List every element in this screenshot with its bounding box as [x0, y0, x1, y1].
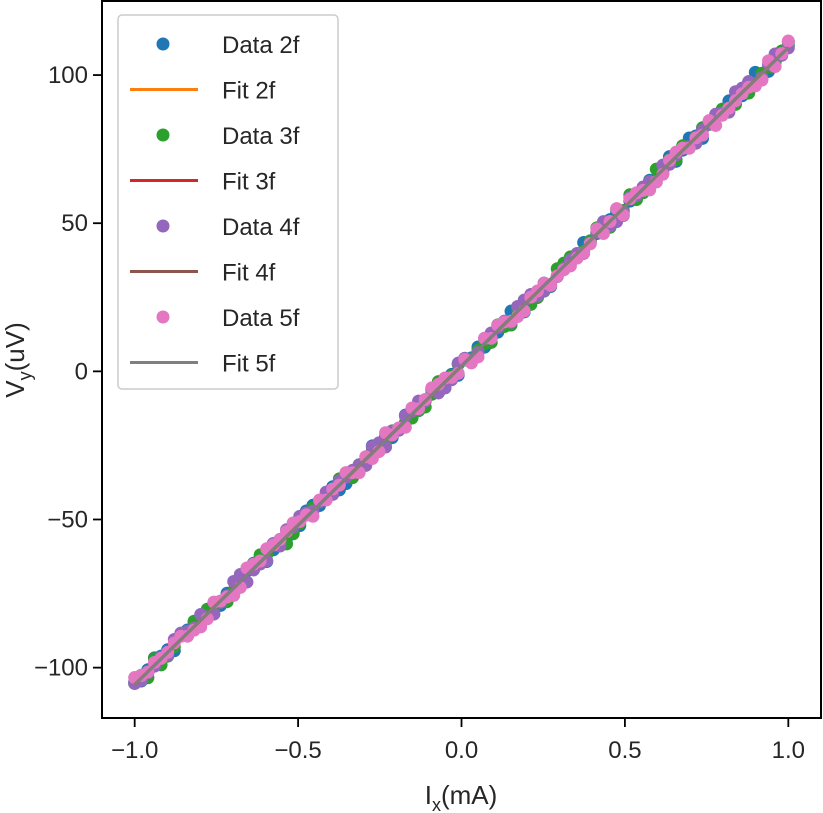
y-axis-ticks: −100 −50 0 50 100: [34, 62, 102, 682]
legend-label: Data 3f: [222, 123, 300, 150]
data-point: [781, 34, 795, 48]
legend-marker: [156, 219, 170, 233]
data-point: [583, 237, 597, 251]
x-axis-ticks: −1.0 −0.5 0.0 0.5 1.0: [111, 718, 805, 764]
legend-label: Fit 2f: [222, 78, 276, 105]
legend-label: Fit 5f: [222, 351, 276, 378]
data-point: [755, 73, 769, 87]
legend-box: [117, 14, 339, 390]
y-axis-label: Vy(uV): [0, 322, 35, 397]
y-tick-label: −100: [34, 655, 88, 682]
x-tick-label: 0.0: [445, 737, 478, 764]
x-tick-label: −1.0: [111, 737, 158, 764]
legend-marker: [156, 37, 170, 51]
y-tick-label: 0: [75, 358, 88, 385]
legend-label: Data 4f: [222, 214, 300, 241]
y-tick-label: 100: [48, 62, 88, 89]
legend-label: Data 2f: [222, 32, 300, 59]
x-axis-label: Ix(mA): [425, 780, 498, 813]
x-tick-label: 1.0: [772, 737, 805, 764]
data-point: [451, 366, 465, 380]
x-tick-label: −0.5: [274, 737, 321, 764]
y-tick-label: −50: [47, 506, 88, 533]
legend-label: Data 5f: [222, 305, 300, 332]
legend-marker: [156, 128, 170, 142]
y-tick-label: 50: [61, 210, 88, 237]
fit-lines: [133, 46, 790, 686]
legend: Data 2f Fit 2f Data 3f Fit 3f Data 4f Fit 4f D…: [117, 14, 339, 390]
legend-label: Fit 3f: [222, 169, 276, 196]
legend-marker: [156, 310, 170, 324]
data-point: [682, 141, 696, 155]
fit-line: [133, 46, 790, 686]
data-point: [695, 128, 709, 142]
x-tick-label: 0.5: [608, 737, 641, 764]
legend-label: Fit 4f: [222, 260, 276, 287]
